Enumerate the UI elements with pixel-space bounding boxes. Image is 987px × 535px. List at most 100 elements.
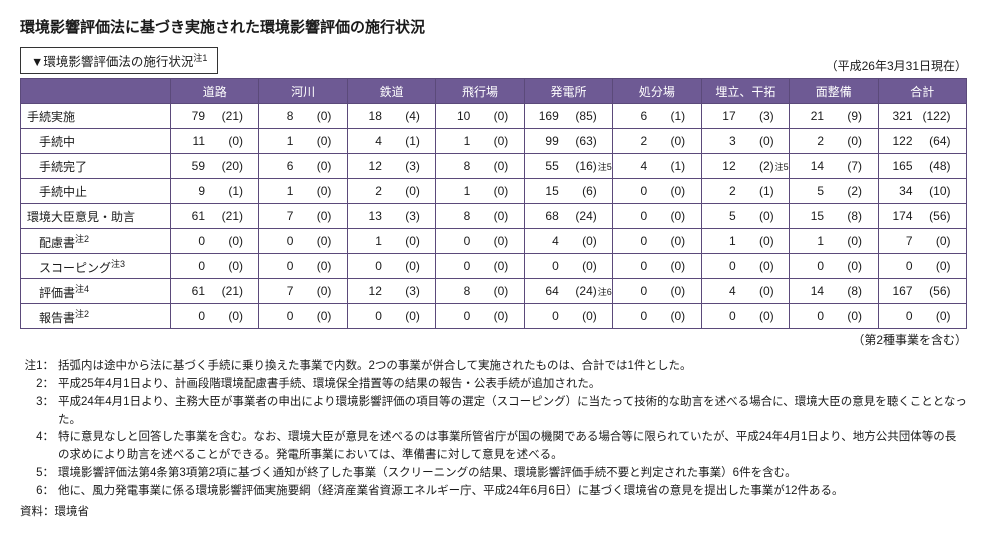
note-num: 注1： xyxy=(20,358,58,376)
table-cell: 9(1) xyxy=(171,179,259,204)
table-cell: 5(0) xyxy=(701,204,789,229)
page-title: 環境影響評価法に基づき実施された環境影響評価の施行状況 xyxy=(20,16,967,37)
note-body: 平成24年4月1日より、主務大臣が事業者の申出により環境影響評価の項目等の選定（… xyxy=(58,394,967,430)
table-cell: 0(0) xyxy=(613,304,701,329)
table-cell: 0(0) xyxy=(524,304,612,329)
table-row: 環境大臣意見・助言61(21)7(0)13(3)8(0)68(24)0(0)5(… xyxy=(21,204,967,229)
table-cell: 0(0) xyxy=(701,254,789,279)
footnote-right: （第2種事業を含む） xyxy=(20,331,967,348)
table-cell: 4(1) xyxy=(613,154,701,179)
table-cell: 1(0) xyxy=(259,179,347,204)
table-cell: 169(85) xyxy=(524,104,612,129)
table-cell: 0(0) xyxy=(171,304,259,329)
note-num: 2： xyxy=(20,376,58,394)
row-label: 手続実施 xyxy=(21,104,171,129)
note-body: 括弧内は途中から法に基づく手続に乗り換えた事業で内数。2つの事業が併合して実施さ… xyxy=(58,358,967,376)
table-cell: 122(64) xyxy=(878,129,967,154)
table-cell: 68(24) xyxy=(524,204,612,229)
subtitle-text: ▼環境影響評価法の施行状況 xyxy=(31,55,193,69)
col-header: 合計 xyxy=(878,79,967,104)
table-cell: 0(0) xyxy=(259,304,347,329)
table-cell: 7(0) xyxy=(259,204,347,229)
table-cell: 55(16)注5 xyxy=(524,154,612,179)
table-cell: 1(0) xyxy=(347,229,435,254)
table-row: 報告書注20(0)0(0)0(0)0(0)0(0)0(0)0(0)0(0)0(0… xyxy=(21,304,967,329)
table-cell: 0(0) xyxy=(524,254,612,279)
table-cell: 8(0) xyxy=(436,279,524,304)
table-cell: 1(0) xyxy=(436,179,524,204)
table-cell: 21(9) xyxy=(790,104,878,129)
source-label: 資料： xyxy=(20,506,55,518)
subtitle-note: 注1 xyxy=(193,53,207,63)
table-cell: 6(0) xyxy=(259,154,347,179)
row-label: 配慮書注2 xyxy=(21,229,171,254)
table-cell: 0(0) xyxy=(259,254,347,279)
note-body: 他に、風力発電事業に係る環境影響評価実施要綱（経済産業省資源エネルギー庁、平成2… xyxy=(58,483,967,501)
table-cell: 1(0) xyxy=(790,229,878,254)
table-cell: 15(8) xyxy=(790,204,878,229)
col-header: 河川 xyxy=(259,79,347,104)
table-cell: 8(0) xyxy=(436,204,524,229)
note-line: 3：平成24年4月1日より、主務大臣が事業者の申出により環境影響評価の項目等の選… xyxy=(20,394,967,430)
col-header: 鉄道 xyxy=(347,79,435,104)
table-cell: 4(1) xyxy=(347,129,435,154)
table-cell: 64(24)注6 xyxy=(524,279,612,304)
table-cell: 14(7) xyxy=(790,154,878,179)
table-cell: 0(0) xyxy=(790,254,878,279)
table-cell: 99(63) xyxy=(524,129,612,154)
table-cell: 0(0) xyxy=(613,204,701,229)
table-row: 手続完了59(20)6(0)12(3)8(0)55(16)注54(1)12(2)… xyxy=(21,154,967,179)
table-cell: 165(48) xyxy=(878,154,967,179)
col-header: 飛行場 xyxy=(436,79,524,104)
row-label-note: 注2 xyxy=(75,309,89,319)
table-cell: 2(0) xyxy=(347,179,435,204)
table-row: 評価書注461(21)7(0)12(3)8(0)64(24)注60(0)4(0)… xyxy=(21,279,967,304)
note-num: 6： xyxy=(20,483,58,501)
table-cell: 18(4) xyxy=(347,104,435,129)
table-cell: 7(0) xyxy=(878,229,967,254)
table-cell: 0(0) xyxy=(171,229,259,254)
data-table: 道路河川鉄道飛行場発電所処分場埋立、干拓面整備合計 手続実施79(21)8(0)… xyxy=(20,78,967,329)
table-row: 配慮書注20(0)0(0)1(0)0(0)4(0)0(0)1(0)1(0)7(0… xyxy=(21,229,967,254)
table-row: 手続中止9(1)1(0)2(0)1(0)15(6)0(0)2(1)5(2)34(… xyxy=(21,179,967,204)
table-cell: 0(0) xyxy=(613,179,701,204)
notes-block: 注1：括弧内は途中から法に基づく手続に乗り換えた事業で内数。2つの事業が併合して… xyxy=(20,358,967,501)
table-cell: 1(0) xyxy=(701,229,789,254)
table-cell: 34(10) xyxy=(878,179,967,204)
note-line: 2：平成25年4月1日より、計画段階環境配慮書手続、環境保全措置等の結果の報告・… xyxy=(20,376,967,394)
table-cell: 0(0) xyxy=(613,254,701,279)
table-body: 手続実施79(21)8(0)18(4)10(0)169(85)6(1)17(3)… xyxy=(21,104,967,329)
subtitle-row: ▼環境影響評価法の施行状況注1 （平成26年3月31日現在） xyxy=(20,47,967,74)
col-header: 埋立、干拓 xyxy=(701,79,789,104)
note-body: 環境影響評価法第4条第3項第2項に基づく通知が終了した事業（スクリーニングの結果… xyxy=(58,465,967,483)
table-cell: 12(3) xyxy=(347,154,435,179)
row-label: 手続中 xyxy=(21,129,171,154)
table-cell: 0(0) xyxy=(436,229,524,254)
source-line: 資料：環境省 xyxy=(20,503,967,519)
table-cell: 2(0) xyxy=(790,129,878,154)
note-num: 3： xyxy=(20,394,58,430)
row-label: 報告書注2 xyxy=(21,304,171,329)
table-cell: 0(0) xyxy=(613,229,701,254)
table-row: 手続実施79(21)8(0)18(4)10(0)169(85)6(1)17(3)… xyxy=(21,104,967,129)
table-cell: 1(0) xyxy=(436,129,524,154)
row-label: 評価書注4 xyxy=(21,279,171,304)
table-header-row: 道路河川鉄道飛行場発電所処分場埋立、干拓面整備合計 xyxy=(21,79,967,104)
note-body: 平成25年4月1日より、計画段階環境配慮書手続、環境保全措置等の結果の報告・公表… xyxy=(58,376,967,394)
table-cell: 0(0) xyxy=(613,279,701,304)
table-cell: 0(0) xyxy=(878,254,967,279)
table-cell: 3(0) xyxy=(701,129,789,154)
asof-text: （平成26年3月31日現在） xyxy=(826,57,967,74)
table-cell: 0(0) xyxy=(171,254,259,279)
table-cell: 0(0) xyxy=(878,304,967,329)
table-cell: 4(0) xyxy=(701,279,789,304)
table-cell: 1(0) xyxy=(259,129,347,154)
cell-note: 注5 xyxy=(598,160,612,173)
table-cell: 59(20) xyxy=(171,154,259,179)
table-cell: 5(2) xyxy=(790,179,878,204)
table-cell: 0(0) xyxy=(436,254,524,279)
table-cell: 61(21) xyxy=(171,204,259,229)
note-num: 5： xyxy=(20,465,58,483)
table-row: 手続中11(0)1(0)4(1)1(0)99(63)2(0)3(0)2(0)12… xyxy=(21,129,967,154)
table-cell: 7(0) xyxy=(259,279,347,304)
